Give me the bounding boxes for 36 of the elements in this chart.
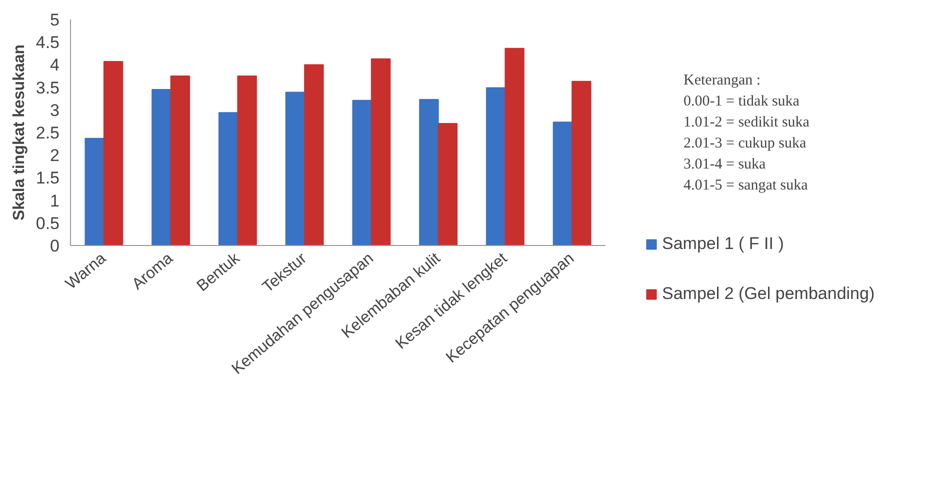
y-tick-label: 1 <box>50 191 60 210</box>
bar <box>486 87 506 246</box>
text: 1.01-2 = sedikit suka <box>684 114 810 130</box>
bar <box>237 76 257 246</box>
text: 2.01-3 = cukup suka <box>684 136 806 152</box>
bar <box>504 48 524 246</box>
y-tick-label: 2.5 <box>36 124 60 142</box>
bar <box>552 122 573 246</box>
bar <box>419 99 439 246</box>
y-tick-label: 1.5 <box>36 168 60 188</box>
text: 3.01-4 = suka <box>684 156 766 172</box>
y-tick-label: 3.5 <box>36 78 60 98</box>
bar <box>572 80 592 246</box>
y-tick-label: 0.5 <box>36 214 60 233</box>
text: 0.00-1 = tidak suka <box>684 94 800 110</box>
bar <box>304 64 324 246</box>
y-tick-label: 3 <box>50 100 60 120</box>
bar <box>218 112 238 246</box>
bar <box>152 89 172 246</box>
y-tick-label: 5 <box>50 10 60 30</box>
y-tick-label: 4.5 <box>36 33 60 52</box>
bar <box>170 76 190 246</box>
bar <box>370 58 391 246</box>
y-axis-title: Skala tingkat kesukaan <box>10 44 28 221</box>
text: 4.01-5 = sangat suka <box>684 178 808 194</box>
bar <box>84 138 104 246</box>
text: Keterangan : <box>684 72 761 88</box>
bar <box>285 92 306 246</box>
legend-label: Sampel 2 (Gel pembanding) <box>662 284 875 304</box>
bar <box>438 122 458 246</box>
bar <box>352 100 372 246</box>
bar <box>103 61 124 246</box>
y-tick-label: 4 <box>50 56 60 75</box>
y-tick-label: 0 <box>50 236 60 256</box>
y-tick-label: 2 <box>50 146 60 166</box>
legend-label: Sampel 1 ( F II ) <box>662 234 784 254</box>
